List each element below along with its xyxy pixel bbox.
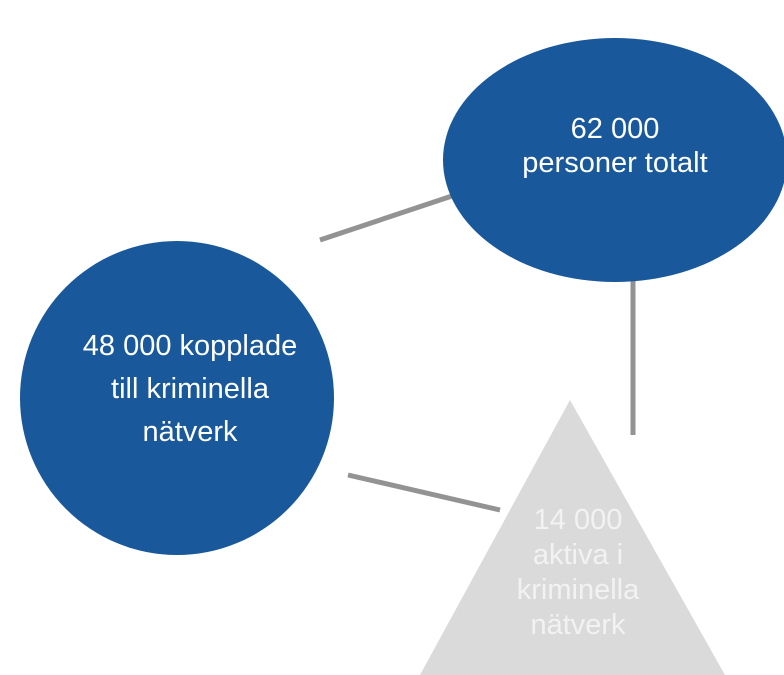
label-line: till kriminella <box>111 373 270 405</box>
label-line: kriminella <box>517 574 640 606</box>
label-line: aktiva i <box>533 539 623 571</box>
label-line: personer totalt <box>522 147 707 179</box>
label-line: nätverk <box>142 416 238 448</box>
node-ellipse <box>443 38 784 282</box>
label-line: 48 000 kopplade <box>83 330 297 362</box>
label-line: nätverk <box>530 609 626 641</box>
node-circle <box>20 241 334 555</box>
connector <box>347 472 501 513</box>
connector <box>319 193 453 243</box>
node-triangle <box>420 400 725 675</box>
node-label: 48 000 kopplade till kriminella nätverk <box>83 330 297 448</box>
label-line: 62 000 <box>571 113 660 145</box>
label-line: 14 000 <box>534 504 623 536</box>
